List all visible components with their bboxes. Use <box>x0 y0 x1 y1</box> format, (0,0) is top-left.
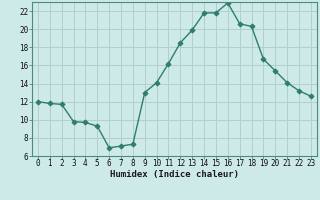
X-axis label: Humidex (Indice chaleur): Humidex (Indice chaleur) <box>110 170 239 179</box>
